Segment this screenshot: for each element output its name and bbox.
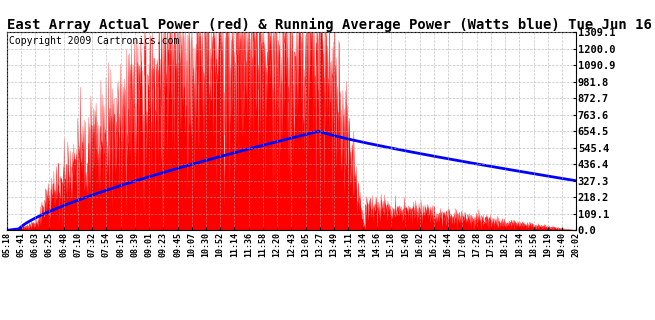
Text: Copyright 2009 Cartronics.com: Copyright 2009 Cartronics.com	[9, 36, 179, 46]
Text: East Array Actual Power (red) & Running Average Power (Watts blue) Tue Jun 16 20: East Array Actual Power (red) & Running …	[7, 18, 655, 32]
